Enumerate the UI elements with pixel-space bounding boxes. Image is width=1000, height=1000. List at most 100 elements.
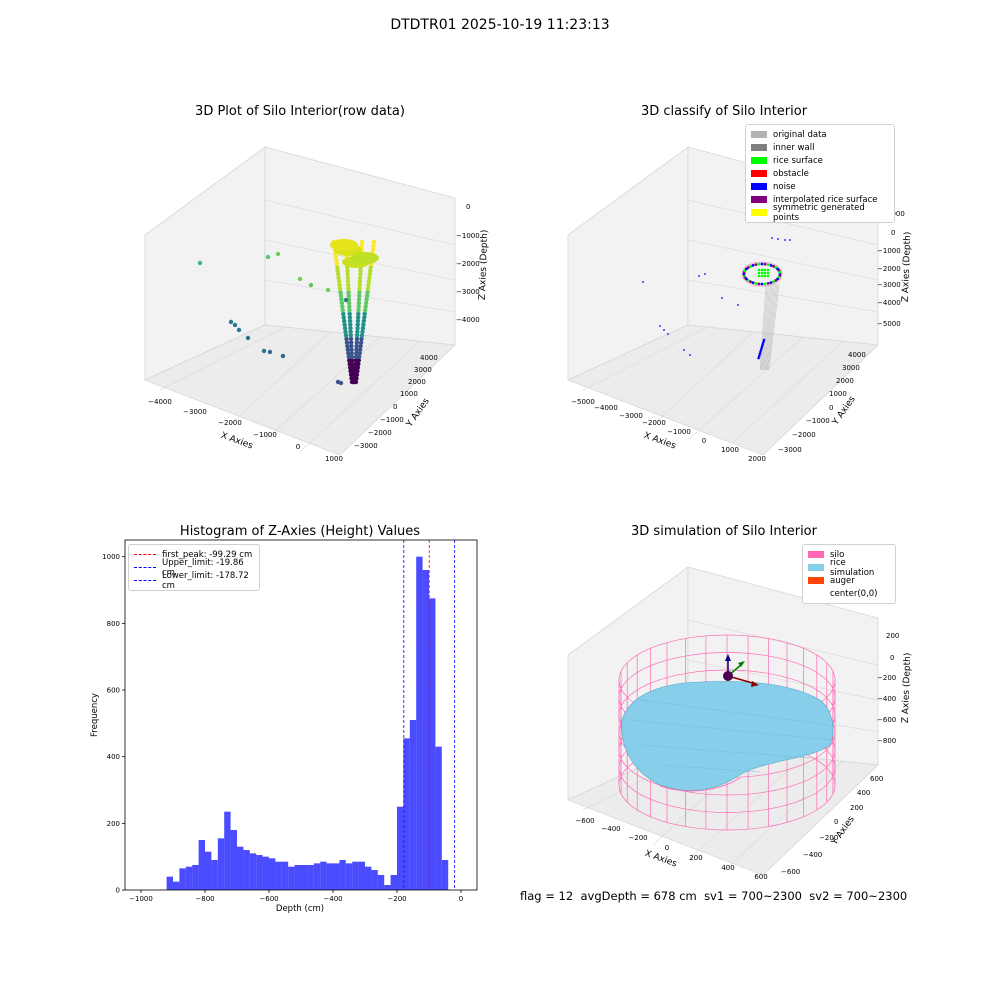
axes-panes [143,146,456,456]
raw-point [339,297,344,302]
y-tick: 4000 [420,354,438,362]
raw-point [363,308,368,313]
raw-point [348,369,353,374]
rice-surface-point [760,274,764,278]
classified-point [777,276,781,279]
x-tick: 200 [689,854,702,862]
legend-swatch [808,551,824,558]
raw-point [228,319,234,325]
grid-lines [582,619,879,873]
legend-label: symmetric generated points [773,202,865,223]
classified-point [778,272,782,276]
raw-point [347,318,353,324]
noise-point [759,350,762,354]
z-tick: −200 [877,674,896,682]
raw-point [355,325,360,331]
raw-point [338,293,344,299]
raw-point [366,282,371,288]
classified-point [769,281,773,285]
classified-point [772,280,775,284]
z-tick: −3000 [877,281,901,289]
classified-point [754,263,758,267]
histogram-bar [269,858,276,890]
raw-point [346,351,351,356]
x-axis-label: X Axies [642,431,677,452]
raw-point [356,361,361,367]
noise-point [761,342,765,346]
noise-point [659,325,661,327]
y-tick: 400 [857,789,870,797]
x-tick: 400 [721,864,734,872]
legend-label: noise [773,181,796,192]
classified-point [746,266,750,269]
raw-point [363,304,368,309]
raw-point [369,254,375,259]
raw-point [364,297,369,302]
raw-point [308,282,314,288]
raw-point [333,250,338,255]
raw-point [357,347,363,352]
x-tick: −2000 [642,419,666,427]
raw-point [353,358,359,363]
histogram-bar [230,830,237,890]
legend-entry: Upper_limit: -19.86 cm [134,558,254,578]
z-tick: 200 [886,632,899,640]
original-data-trace [763,283,773,371]
classified-point [754,281,758,285]
raw-point [347,358,352,363]
raw-point [359,243,365,248]
legend-label: silo [830,549,845,560]
raw-point [349,354,355,360]
legend-label: auger [830,575,855,586]
x-tick: 600 [754,873,767,881]
raw-point [362,311,367,316]
x-tick: −1000 [667,428,691,436]
classified-points [642,237,791,371]
raw-point [353,369,358,374]
histogram-bar [224,811,231,890]
legend-entry: interpolated rice surface [751,193,889,206]
x-axis: −5000 −4000 −3000 −2000 −1000 0 1000 200… [571,398,766,463]
silo-ring [618,722,836,813]
rice-surface-point [757,271,761,275]
raw-point [349,376,354,381]
raw-point [357,286,362,291]
raw-point [350,365,355,370]
raw-point [359,333,365,338]
inner-wall-ring [741,261,783,287]
legend-label: Lower_limit: -178.72 cm [162,570,249,591]
raw-point [347,311,352,316]
y-tick: −600 [781,868,800,876]
raw-point [358,261,364,266]
histogram-bar [198,840,205,890]
z-axis-label: Z Axies (Depth) [901,653,913,724]
rice-surface-point [760,271,764,275]
raw-point [347,365,353,370]
raw-point [355,365,361,370]
noise-point [762,338,766,342]
classified-point [778,274,782,278]
silo-ring [618,669,836,761]
legend-swatch [751,183,767,190]
x-tick: 1000 [325,455,343,463]
raw-point [335,272,341,277]
raw-point [355,318,361,324]
raw-point [353,365,358,370]
classified-point [743,276,747,279]
raw-point-cluster [342,256,370,268]
raw-point [338,380,344,386]
raw-point [349,379,355,385]
legend-label: center(0,0) [830,588,878,599]
classified-point [751,281,755,285]
raw-point [333,254,339,259]
z-axis: −4000 −3000 −2000 −1000 0 Z Axies (Depth… [456,203,490,324]
z-tick: −1000 [456,232,480,240]
raw-point [347,361,352,367]
simulation-legend: silo rice simulation auger center(0,0) [802,544,896,604]
histogram-bar [313,863,321,890]
classified-point [776,277,779,281]
legend-entry: auger [808,574,890,587]
histogram-bar [320,861,327,890]
legend-entry: inner wall [751,141,889,154]
x-tick-label: −800 [195,895,214,903]
